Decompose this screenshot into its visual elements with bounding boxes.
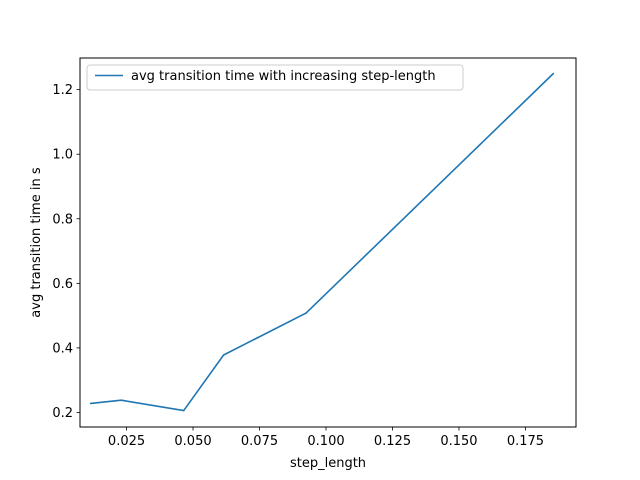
series-line [90, 72, 554, 412]
y-tick-label: 0.6 [52, 277, 73, 292]
x-tick-label: 0.150 [440, 434, 477, 449]
y-axis-ticks: 0.2 0.4 0.6 0.8 1.0 1.2 [52, 83, 80, 421]
x-tick-label: 0.125 [374, 434, 411, 449]
data-point [552, 72, 555, 75]
plot-frame [79, 57, 577, 428]
x-axis-ticks: 0.025 0.050 0.075 0.100 0.125 0.150 0.175 [108, 427, 544, 449]
data-point [120, 399, 123, 402]
legend-box [86, 64, 464, 91]
series-layer [89, 72, 555, 412]
y-tick-label: 0.4 [52, 341, 73, 356]
data-point [89, 402, 92, 405]
x-tick-label: 0.100 [307, 434, 344, 449]
y-tick-label: 1.2 [52, 83, 73, 98]
data-point [182, 409, 185, 412]
legend: avg transition time with increasing step… [86, 64, 464, 91]
x-tick-label: 0.175 [507, 434, 544, 449]
data-point [305, 312, 307, 314]
x-tick-label: 0.025 [108, 434, 145, 449]
y-tick-label: 0.2 [52, 406, 73, 421]
x-tick-label: 0.075 [241, 434, 278, 449]
x-axis-label: step_length [290, 456, 366, 471]
legend-label: avg transition time with increasing step… [131, 69, 436, 84]
y-axis-label: avg transition time in s [29, 167, 44, 318]
data-point [222, 354, 225, 356]
x-tick-label: 0.050 [174, 434, 211, 449]
y-tick-label: 0.8 [52, 212, 73, 227]
y-tick-label: 1.0 [52, 148, 73, 163]
